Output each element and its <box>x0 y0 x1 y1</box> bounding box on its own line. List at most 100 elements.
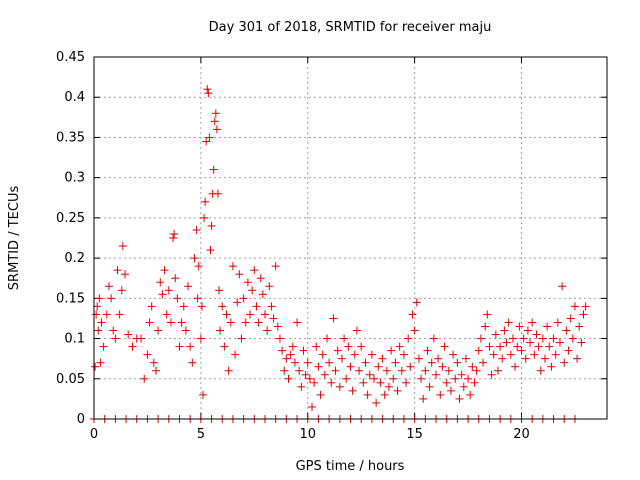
data-point <box>538 334 547 343</box>
data-point <box>188 358 197 367</box>
data-point <box>216 326 225 335</box>
data-point <box>273 322 282 331</box>
data-point <box>408 310 417 319</box>
data-point <box>455 394 464 403</box>
data-point <box>322 334 331 343</box>
x-tick-label: 5 <box>197 427 205 442</box>
data-point <box>355 366 364 375</box>
data-point <box>468 362 477 371</box>
data-point <box>213 189 222 198</box>
data-point <box>109 326 118 335</box>
data-point <box>284 374 293 383</box>
data-point <box>120 270 129 279</box>
data-point <box>581 302 590 311</box>
data-point <box>453 358 462 367</box>
x-tick-label: 10 <box>299 427 316 442</box>
data-point <box>256 274 265 283</box>
data-point <box>186 342 195 351</box>
data-point <box>275 334 284 343</box>
data-point <box>419 394 428 403</box>
data-point <box>485 342 494 351</box>
data-point <box>517 346 526 355</box>
data-point <box>233 298 242 307</box>
data-points <box>91 85 590 411</box>
data-point <box>250 266 259 275</box>
data-point <box>380 390 389 399</box>
data-point <box>352 326 361 335</box>
data-point <box>305 374 314 383</box>
data-point <box>508 334 517 343</box>
data-point <box>348 386 357 395</box>
data-point <box>175 342 184 351</box>
data-point <box>211 109 220 118</box>
data-point <box>560 358 569 367</box>
data-point <box>184 282 193 291</box>
data-point <box>95 294 104 303</box>
data-point <box>382 366 391 375</box>
data-point <box>570 302 579 311</box>
data-point <box>204 89 213 98</box>
data-point <box>564 346 573 355</box>
data-point <box>196 334 205 343</box>
data-point <box>162 310 171 319</box>
data-point <box>526 338 535 347</box>
data-point <box>202 137 211 146</box>
data-point <box>158 290 167 299</box>
data-point <box>297 382 306 391</box>
data-point <box>513 342 522 351</box>
data-point <box>389 374 398 383</box>
data-point <box>156 278 165 287</box>
data-point <box>444 366 453 375</box>
data-point <box>96 358 105 367</box>
data-point <box>449 350 458 359</box>
data-point <box>271 262 280 271</box>
data-point <box>335 382 344 391</box>
data-point <box>412 298 421 307</box>
data-point <box>472 366 481 375</box>
data-point <box>417 374 426 383</box>
data-point <box>169 234 178 242</box>
data-point <box>102 310 111 319</box>
data-point <box>212 125 221 134</box>
data-point <box>461 354 470 363</box>
data-point <box>378 354 387 363</box>
data-point <box>97 318 106 327</box>
data-point <box>278 346 287 355</box>
data-point <box>384 382 393 391</box>
data-point <box>511 362 520 371</box>
data-point <box>359 378 368 387</box>
data-point <box>481 322 490 331</box>
data-point <box>528 318 537 327</box>
data-point <box>541 354 550 363</box>
data-point <box>99 342 108 351</box>
data-point <box>395 342 404 351</box>
data-point <box>179 302 188 311</box>
data-point <box>346 362 355 371</box>
data-point <box>391 358 400 367</box>
data-point <box>210 117 219 126</box>
data-point <box>193 294 202 303</box>
data-point <box>267 302 276 311</box>
data-point <box>151 366 160 375</box>
data-point <box>558 282 567 291</box>
data-point <box>269 314 278 323</box>
data-point <box>209 165 218 174</box>
data-point <box>293 318 302 327</box>
data-point <box>200 213 209 222</box>
data-point <box>500 326 509 335</box>
data-point <box>154 326 163 335</box>
data-point <box>519 334 528 343</box>
data-point <box>205 133 214 142</box>
data-point <box>496 342 505 351</box>
data-point <box>331 366 340 375</box>
data-point <box>432 370 440 379</box>
data-point <box>258 290 267 299</box>
data-point <box>568 334 577 343</box>
data-point <box>342 374 351 383</box>
data-point <box>312 342 321 351</box>
data-point <box>566 314 575 323</box>
x-tick-label: 15 <box>406 427 423 442</box>
y-tick-label: 0.05 <box>56 372 85 387</box>
data-point <box>265 282 274 291</box>
data-point <box>476 334 485 343</box>
